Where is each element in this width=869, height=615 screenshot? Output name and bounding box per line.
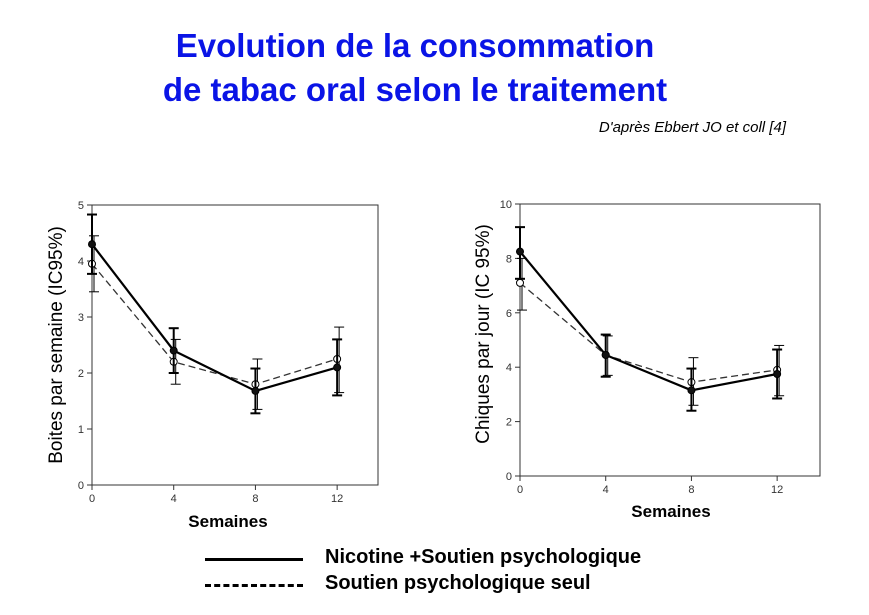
legend-dashed-line-swatch xyxy=(205,584,303,587)
data-point-solid xyxy=(516,247,524,256)
data-point-solid xyxy=(88,240,96,249)
x-tick-label: 8 xyxy=(252,493,258,505)
chart-2: 0 2 4 6 8 10 0 4 8 12 Semaines Chiques par jour (IC… xyxy=(473,199,821,521)
y-tick-label: 4 xyxy=(506,362,512,374)
data-point-solid xyxy=(333,363,342,372)
y-tick-label: 6 xyxy=(506,308,512,320)
y-axis-label: Boites par semaine (IC95%) xyxy=(46,226,67,464)
x-tick-label: 4 xyxy=(603,484,609,496)
y-tick-label: 4 xyxy=(78,256,84,268)
title-line-2: de tabac oral selon le traitement xyxy=(162,71,668,108)
series-line-solid xyxy=(91,243,338,393)
legend-label-solid: Nicotine +Soutien psychologique xyxy=(325,546,642,568)
page-title: Evolution de la consommation de tabac or… xyxy=(60,24,770,112)
plot-frame xyxy=(519,203,821,477)
data-point-solid xyxy=(773,370,782,378)
plot-frame xyxy=(91,204,379,486)
y-tick-label: 3 xyxy=(78,312,84,324)
x-tick-label: 8 xyxy=(688,484,694,496)
x-tick-label: 0 xyxy=(89,493,95,505)
legend-label-dashed: Soutien psychologique seul xyxy=(325,572,591,594)
data-point-solid xyxy=(169,346,178,355)
data-point-dashed xyxy=(516,278,524,287)
series-line-dashed xyxy=(519,282,778,383)
y-tick-label: 2 xyxy=(78,368,84,380)
legend-solid-line-swatch xyxy=(205,558,303,561)
x-tick-label: 4 xyxy=(171,493,177,505)
y-tick-label: 1 xyxy=(78,424,84,436)
series-line-dashed xyxy=(91,263,338,385)
y-tick-label: 0 xyxy=(506,471,512,483)
y-tick-label: 5 xyxy=(78,200,84,212)
series-line-solid xyxy=(519,250,778,392)
data-point-solid xyxy=(687,386,696,395)
y-tick-label: 10 xyxy=(500,199,512,211)
source-citation: D'après Ebbert JO et coll [4] xyxy=(598,119,786,136)
data-point-solid xyxy=(251,386,260,395)
y-axis-label: Chiques par jour (IC 95%) xyxy=(473,224,494,444)
x-tick-label: 0 xyxy=(517,484,523,496)
x-tick-label: 12 xyxy=(771,484,783,496)
x-axis-label: Semaines xyxy=(188,512,267,531)
y-tick-label: 8 xyxy=(506,253,512,265)
x-tick-label: 12 xyxy=(331,493,343,505)
title-line-1: Evolution de la consommation xyxy=(175,27,655,64)
data-point-solid xyxy=(601,350,610,359)
y-tick-label: 0 xyxy=(78,480,84,492)
x-axis-label: Semaines xyxy=(631,502,710,521)
y-tick-label: 2 xyxy=(506,417,512,429)
